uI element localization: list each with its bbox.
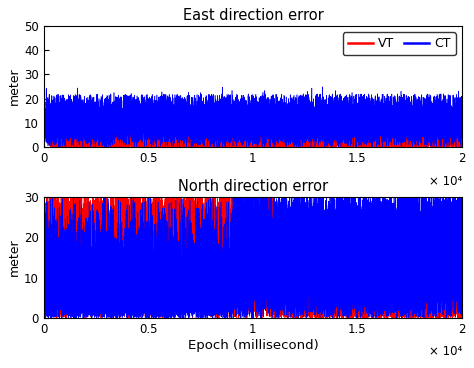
Y-axis label: meter: meter bbox=[9, 239, 21, 276]
Title: North direction error: North direction error bbox=[178, 179, 328, 194]
Text: × 10⁴: × 10⁴ bbox=[428, 345, 462, 358]
Title: East direction error: East direction error bbox=[182, 8, 323, 23]
X-axis label: Epoch (millisecond): Epoch (millisecond) bbox=[188, 339, 318, 352]
Legend: VT, CT: VT, CT bbox=[343, 32, 456, 55]
Y-axis label: meter: meter bbox=[9, 68, 21, 105]
Text: × 10⁴: × 10⁴ bbox=[428, 176, 462, 188]
